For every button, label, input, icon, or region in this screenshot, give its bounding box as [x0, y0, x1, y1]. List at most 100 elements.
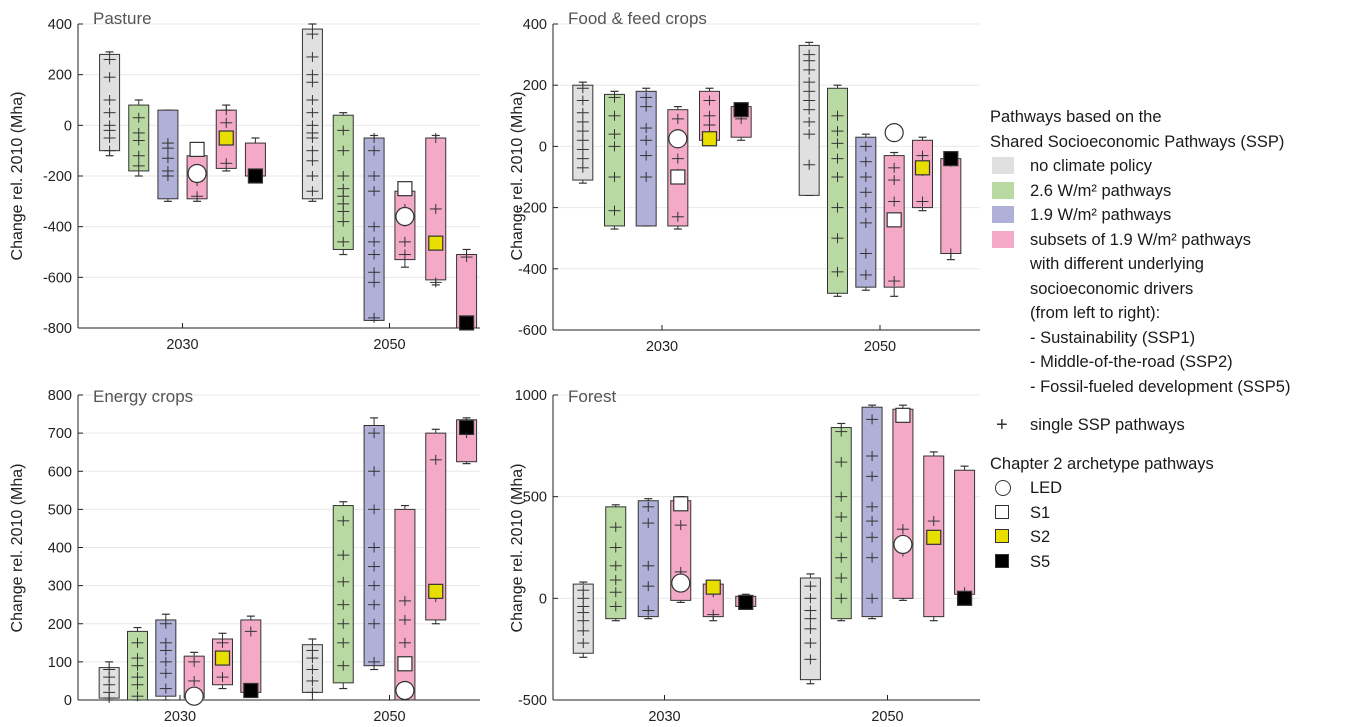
plus-icon: +	[996, 414, 1008, 436]
yellow-square-marker-icon	[995, 529, 1009, 543]
y-tick-label: -800	[43, 321, 72, 337]
s1-marker	[397, 656, 413, 672]
legend-title-line1: Pathways based on the	[990, 108, 1162, 126]
led-marker	[184, 686, 204, 706]
circle-marker-icon	[995, 480, 1011, 496]
legend-item-single: + single SSP pathways	[990, 413, 1352, 438]
y-tick-label: 700	[48, 426, 72, 442]
s2-marker	[705, 579, 721, 595]
legend-title-line2: Shared Socioeconomic Pathways (SSP)	[990, 132, 1285, 151]
x-tick-label: 2030	[166, 337, 198, 353]
legend-item-s1: S1	[990, 501, 1352, 526]
s5-marker	[943, 151, 959, 167]
s1-marker	[670, 169, 686, 185]
y-axis-label: Change rel. 2010 (Mha)	[509, 464, 526, 633]
x-tick-label: 2030	[648, 709, 680, 725]
led-marker	[395, 206, 415, 227]
y-tick-label: -200	[43, 169, 72, 185]
legend-label-no-policy: no climate policy	[1030, 157, 1152, 175]
legend-label-single: single SSP pathways	[1030, 416, 1185, 434]
s2-marker	[926, 529, 942, 545]
white-square-marker-icon	[995, 504, 1009, 519]
legend-item-26: 2.6 W/m² pathways	[990, 179, 1352, 204]
no-policy-swatch	[992, 157, 1014, 174]
y-tick-label: 0	[64, 118, 72, 134]
range-box	[332, 505, 354, 684]
s2-marker	[214, 650, 231, 666]
y-tick-label: 0	[539, 139, 547, 155]
s5-marker	[956, 590, 973, 606]
y-tick-label: 200	[48, 617, 72, 633]
range-box	[667, 109, 689, 227]
s1-marker	[397, 181, 413, 197]
panel-title: Pasture	[93, 9, 152, 28]
y-tick-label: 100	[48, 655, 72, 671]
legend-label-s1: S1	[1030, 503, 1051, 522]
w19-swatch	[992, 206, 1014, 223]
led-marker	[395, 680, 415, 701]
legend-subset-line-3: (from left to right):	[1030, 304, 1161, 322]
legend-item-no-policy: no climate policy	[990, 154, 1352, 179]
panel-title: Energy crops	[93, 387, 193, 406]
x-tick-label: 2030	[646, 339, 678, 355]
y-tick-label: 0	[64, 693, 72, 709]
s5-marker	[458, 419, 475, 436]
panel-food-feed-crops: -600 -400 -200 0 200 400 Change rel. 2010 (Mha…	[509, 9, 980, 355]
range-box	[861, 406, 883, 618]
legend-subset-line-6: - Fossil-fueled development (SSP5)	[1030, 377, 1291, 396]
legend-label-26: 2.6 W/m² pathways	[1030, 181, 1172, 200]
s5-marker	[738, 594, 754, 611]
x-tick-label: 2030	[164, 709, 196, 725]
legend-label-led: LED	[1030, 479, 1063, 497]
legend-archetype-title: Chapter 2 archetype pathways	[990, 454, 1214, 473]
subset-swatch	[992, 230, 1014, 248]
w26-swatch	[992, 181, 1014, 199]
range-box	[892, 408, 914, 599]
s1-marker	[886, 212, 902, 228]
panel-title: Food & feed crops	[568, 9, 707, 28]
led-marker	[884, 123, 904, 143]
x-tick-label: 2050	[373, 709, 405, 725]
legend-subset-line-5: - Middle-of-the-road (SSP2)	[1030, 353, 1233, 371]
s2-marker	[701, 131, 718, 147]
range-box	[425, 432, 447, 621]
s1-marker	[673, 496, 689, 512]
y-tick-label: -400	[43, 220, 72, 236]
y-tick-label: 600	[48, 464, 72, 480]
legend-item-19: 1.9 W/m² pathways	[990, 203, 1352, 228]
legend-item-s2: S2	[990, 525, 1352, 550]
y-tick-label: -400	[518, 262, 547, 278]
y-tick-label: -200	[518, 201, 547, 217]
range-box	[954, 469, 976, 595]
legend-subset-line-0: subsets of 1.9 W/m² pathways	[1030, 230, 1252, 249]
x-tick-label: 2050	[864, 339, 896, 355]
led-marker	[668, 129, 688, 149]
s2-marker	[428, 583, 444, 599]
led-marker	[671, 573, 691, 593]
s2-marker	[218, 130, 234, 146]
y-tick-label: 200	[48, 68, 72, 84]
s2-marker	[914, 160, 931, 176]
legend-item-subsets: subsets of 1.9 W/m² pathways with differ…	[990, 228, 1352, 400]
x-tick-label: 2050	[871, 709, 903, 725]
range-box	[332, 114, 354, 250]
legend-subset-line-4: - Sustainability (SSP1)	[1030, 328, 1196, 347]
led-marker	[187, 163, 207, 184]
panel-forest: -500 0 500 1000 Change rel. 2010 (Mha) Forest…	[509, 387, 980, 725]
range-box	[940, 158, 962, 254]
y-tick-label: 0	[539, 591, 547, 607]
legend-label-s2: S2	[1030, 528, 1051, 546]
y-tick-label: 500	[48, 502, 72, 518]
y-axis-label: Change rel. 2010 (Mha)	[509, 92, 526, 261]
y-tick-label: 1000	[515, 388, 547, 404]
y-tick-label: 400	[48, 541, 72, 557]
range-box	[827, 87, 848, 294]
legend-label-19: 1.9 W/m² pathways	[1030, 206, 1172, 224]
y-tick-label: -500	[518, 693, 547, 709]
legend: Pathways based on the Shared Socioeconom…	[990, 105, 1352, 574]
y-tick-label: 500	[523, 490, 547, 506]
legend-item-s5: S5	[990, 550, 1352, 575]
y-tick-label: -600	[43, 270, 72, 286]
s2-marker	[428, 235, 444, 251]
s1-marker	[189, 141, 205, 157]
